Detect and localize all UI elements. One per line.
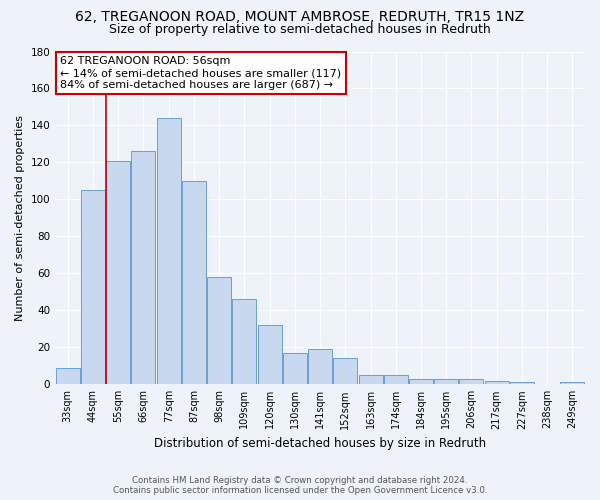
Bar: [257, 325, 281, 384]
Bar: [510, 382, 534, 384]
Text: 62, TREGANOON ROAD, MOUNT AMBROSE, REDRUTH, TR15 1NZ: 62, TREGANOON ROAD, MOUNT AMBROSE, REDRU…: [76, 10, 524, 24]
Bar: [182, 181, 206, 384]
Bar: [81, 190, 105, 384]
Bar: [56, 368, 80, 384]
Text: Contains HM Land Registry data © Crown copyright and database right 2024.
Contai: Contains HM Land Registry data © Crown c…: [113, 476, 487, 495]
Bar: [434, 379, 458, 384]
Bar: [131, 152, 155, 384]
Bar: [106, 160, 130, 384]
Bar: [460, 379, 484, 384]
Bar: [485, 380, 509, 384]
Bar: [283, 353, 307, 384]
Bar: [560, 382, 584, 384]
Bar: [359, 375, 383, 384]
Text: 62 TREGANOON ROAD: 56sqm
← 14% of semi-detached houses are smaller (117)
84% of : 62 TREGANOON ROAD: 56sqm ← 14% of semi-d…: [61, 56, 341, 90]
Bar: [409, 379, 433, 384]
Y-axis label: Number of semi-detached properties: Number of semi-detached properties: [15, 115, 25, 321]
Bar: [334, 358, 357, 384]
Bar: [157, 118, 181, 384]
Bar: [308, 349, 332, 384]
Bar: [232, 300, 256, 384]
Bar: [384, 375, 408, 384]
Text: Size of property relative to semi-detached houses in Redruth: Size of property relative to semi-detach…: [109, 22, 491, 36]
X-axis label: Distribution of semi-detached houses by size in Redruth: Distribution of semi-detached houses by …: [154, 437, 486, 450]
Bar: [207, 277, 231, 384]
